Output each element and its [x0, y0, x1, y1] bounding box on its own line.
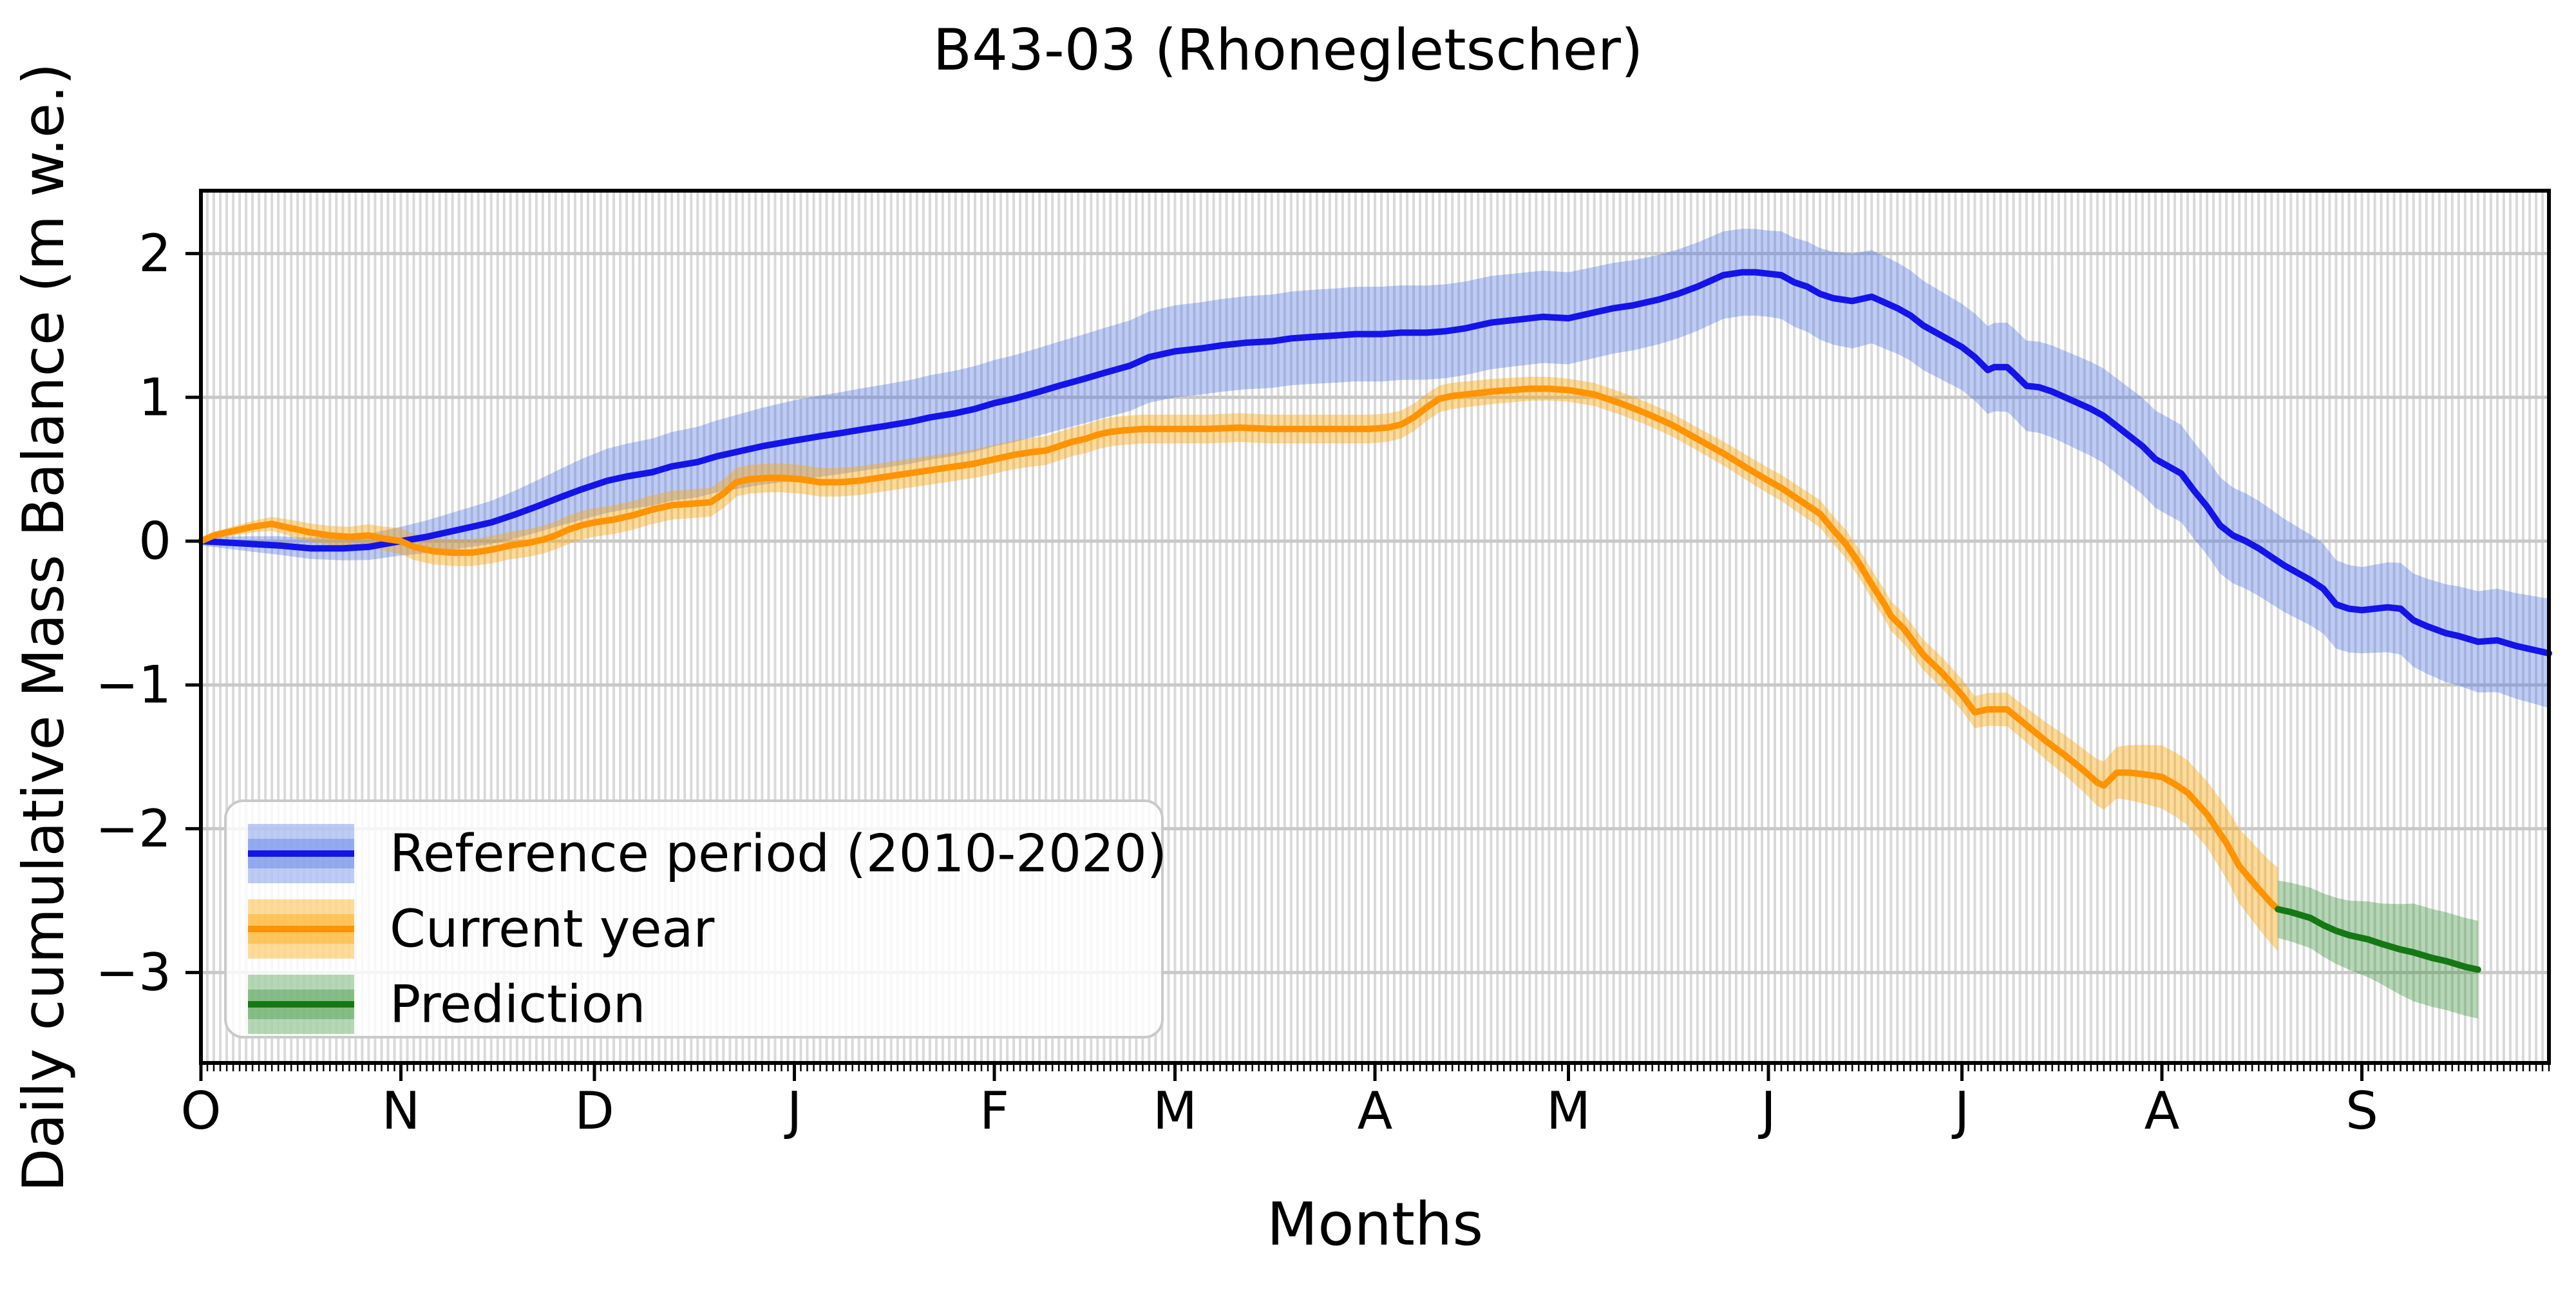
line-current-year	[198, 385, 2282, 913]
x-tick-label: A	[1358, 1081, 1393, 1141]
x-tick-label: J	[1951, 1081, 1970, 1141]
x-tick-label: S	[2345, 1081, 2378, 1141]
legend-label: Current year	[390, 899, 714, 959]
legend-label: Reference period (2010-2020)	[390, 824, 1167, 884]
y-tick-label: 0	[138, 512, 171, 571]
legend: Reference period (2010-2020) Current year…	[224, 799, 1167, 1038]
x-tick-label: D	[574, 1081, 614, 1141]
x-tick-label: O	[181, 1081, 222, 1141]
x-tick-label: N	[382, 1081, 421, 1141]
x-tick-label: M	[1153, 1081, 1197, 1141]
y-tick-label: 1	[138, 367, 171, 427]
y-axis-label: Daily cumulative Mass Balance (m w.e.)	[10, 63, 77, 1192]
line-reference-period-2010-2020-	[198, 269, 2552, 657]
y-tick-label: −1	[95, 655, 171, 715]
band-prediction	[2278, 880, 2478, 1018]
chart-title: B43-03 (Rhonegletscher)	[933, 17, 1643, 83]
legend-label: Prediction	[390, 975, 645, 1035]
x-tick-label: F	[980, 1081, 1009, 1141]
x-tick-label: M	[1546, 1081, 1591, 1141]
x-tick-label: A	[2145, 1081, 2180, 1141]
y-tick-label: −3	[95, 942, 171, 1002]
tick-labels: 2 1 0 −1 −2 −3 O N D J F M A M J J A S	[95, 224, 2378, 1141]
y-tick-label: 2	[138, 224, 171, 283]
x-tick-label: J	[1757, 1081, 1776, 1141]
axis-ticks	[185, 252, 2550, 1081]
line-prediction	[2275, 906, 2481, 973]
series-lines	[198, 269, 2552, 973]
x-tick-label: J	[784, 1081, 802, 1141]
y-tick-label: −2	[95, 799, 171, 859]
legend-box	[224, 799, 1164, 1038]
x-axis-label: Months	[1267, 1190, 1483, 1259]
